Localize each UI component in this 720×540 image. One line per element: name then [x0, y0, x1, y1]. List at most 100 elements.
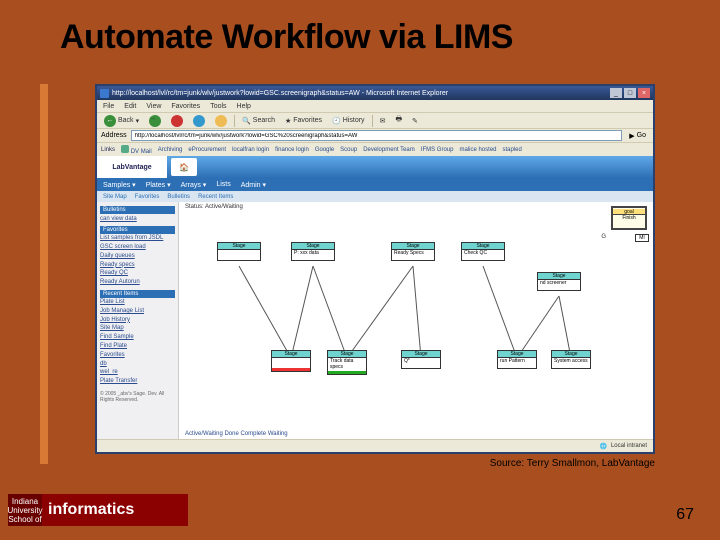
- app-home-button[interactable]: 🏠: [171, 158, 197, 176]
- toolbar: ←Back ▾ → 🔍Search ★Favorites 🕘History ✉ …: [97, 112, 653, 128]
- search-button[interactable]: 🔍Search: [239, 117, 278, 125]
- link-stapled[interactable]: stapled: [503, 147, 522, 153]
- window-title: http://localhost/lvl/rc/tm=junk/wlv/just…: [112, 90, 448, 97]
- accent-bar: [40, 84, 48, 464]
- stage-node[interactable]: StageSystem access: [551, 350, 591, 369]
- app-subnav: Site Map Favorites Bulletins Recent Item…: [97, 191, 653, 202]
- sidebar-link[interactable]: Daily queues: [100, 252, 175, 261]
- link-devteam[interactable]: Development Team: [363, 147, 415, 153]
- links-bar: Links DV Mail Archiving eProcurement loc…: [97, 142, 653, 156]
- link-archiving[interactable]: Archiving: [158, 147, 183, 153]
- sidebar-link[interactable]: wel_re: [100, 369, 175, 378]
- forward-button[interactable]: →: [146, 115, 164, 127]
- sidebar-link[interactable]: Site Map: [100, 325, 175, 334]
- sidebar-link[interactable]: Ready QC: [100, 270, 175, 279]
- app-logo: LabVantage: [97, 156, 167, 178]
- stage-node[interactable]: Stagend screener: [537, 272, 581, 291]
- ie-window: http://localhost/lvl/rc/tm=junk/wlv/just…: [95, 84, 655, 454]
- copyright: © 2005 _abv's Sage. Dev. All Rights Rese…: [100, 391, 175, 403]
- maximize-button[interactable]: □: [624, 88, 636, 98]
- subnav-favorites[interactable]: Favorites: [135, 194, 160, 200]
- menu-view[interactable]: View: [146, 103, 161, 110]
- link-google[interactable]: Google: [315, 147, 334, 153]
- source-caption: Source: Terry Smallmon, LabVantage: [95, 458, 655, 469]
- link-scoup[interactable]: Scoup: [340, 147, 357, 153]
- sidebar-link[interactable]: Ready specs: [100, 261, 175, 270]
- zone-label: Local intranet: [611, 443, 647, 449]
- menu-help[interactable]: Help: [237, 103, 251, 110]
- status-line: Status: Active/Waiting: [185, 204, 243, 210]
- menu-favorites[interactable]: Favorites: [171, 103, 200, 110]
- stage-node[interactable]: StageReady Specs: [391, 242, 435, 261]
- stage-node[interactable]: Stagerun Pattern: [497, 350, 537, 369]
- sidebar-recent-title: Recent Items: [100, 290, 175, 298]
- nav-admin[interactable]: Admin ▾: [241, 181, 266, 189]
- subnav-bulletins[interactable]: Bulletins: [167, 194, 190, 200]
- sidebar-link[interactable]: Job Manage List: [100, 307, 175, 316]
- refresh-button[interactable]: [190, 115, 208, 127]
- nav-plates[interactable]: Plates ▾: [146, 181, 171, 189]
- stage-node[interactable]: StageP: xxx data: [291, 242, 335, 261]
- link-ifms[interactable]: IFMS Group: [421, 147, 454, 153]
- address-label: Address: [101, 132, 127, 139]
- ie-statusbar: 🌐 Local intranet: [97, 439, 653, 452]
- canvas-footer-links[interactable]: Active/Waiting Done Complete Waiting: [185, 431, 288, 437]
- link-dvmail[interactable]: DV Mail: [121, 145, 152, 155]
- slide-title: Automate Workflow via LIMS: [60, 18, 690, 57]
- link-localfran[interactable]: localfran login: [232, 147, 269, 153]
- ie-icon: [100, 89, 109, 98]
- stage-node[interactable]: Stage: [271, 350, 311, 372]
- subnav-sitemap[interactable]: Site Map: [103, 194, 127, 200]
- menubar: File Edit View Favorites Tools Help: [97, 100, 653, 112]
- nav-samples[interactable]: Samples ▾: [103, 181, 136, 189]
- sidebar-link[interactable]: db: [100, 360, 175, 369]
- sidebar-link[interactable]: Plate Transfer: [100, 378, 175, 387]
- sidebar-link[interactable]: can view data: [100, 215, 175, 224]
- link-malice[interactable]: malice hosted: [459, 147, 496, 153]
- g-badge: G: [601, 234, 606, 240]
- page-number: 67: [676, 506, 694, 524]
- stage-node[interactable]: StageTrack data specs: [327, 350, 367, 375]
- sidebar: Bulletins can view data Favorites List s…: [97, 202, 179, 439]
- window-titlebar: http://localhost/lvl/rc/tm=junk/wlv/just…: [97, 86, 653, 100]
- mail-button[interactable]: ✉: [377, 117, 389, 125]
- go-button[interactable]: ▶Go: [626, 132, 649, 140]
- mi-badge: MI: [635, 234, 649, 242]
- sidebar-link[interactable]: Ready Autorun: [100, 279, 175, 288]
- favorites-button[interactable]: ★Favorites: [282, 117, 325, 125]
- sidebar-link[interactable]: Job History: [100, 316, 175, 325]
- menu-edit[interactable]: Edit: [124, 103, 136, 110]
- stage-node[interactable]: StageQ*: [401, 350, 441, 369]
- minimize-button[interactable]: _: [610, 88, 622, 98]
- nav-arrays[interactable]: Arrays ▾: [181, 181, 207, 189]
- links-label: Links: [101, 147, 115, 153]
- link-finance[interactable]: finance login: [275, 147, 309, 153]
- footer-logo: Indiana University School of informatics: [8, 494, 188, 526]
- sidebar-link[interactable]: Favorites: [100, 351, 175, 360]
- stage-node[interactable]: StageCheck QC: [461, 242, 505, 261]
- goal-box[interactable]: goal Finish: [611, 206, 647, 230]
- workflow-canvas: Status: Active/Waiting goal Finish G MI …: [179, 202, 653, 439]
- home-button[interactable]: [212, 115, 230, 127]
- sidebar-link[interactable]: Find Sample: [100, 334, 175, 343]
- sidebar-favorites-title: Favorites: [100, 226, 175, 234]
- subnav-recent[interactable]: Recent Items: [198, 194, 233, 200]
- menu-tools[interactable]: Tools: [210, 103, 226, 110]
- sidebar-link[interactable]: List samples from JSDL: [100, 235, 175, 244]
- menu-file[interactable]: File: [103, 103, 114, 110]
- sidebar-link[interactable]: Plate List: [100, 299, 175, 308]
- back-button[interactable]: ←Back ▾: [101, 115, 142, 127]
- link-eprocurement[interactable]: eProcurement: [188, 147, 226, 153]
- print-button[interactable]: 🖶: [392, 115, 405, 126]
- address-input[interactable]: [131, 130, 623, 141]
- informatics-label: informatics: [42, 501, 188, 519]
- nav-lists[interactable]: Lists: [216, 181, 230, 188]
- edit-button[interactable]: ✎: [409, 117, 421, 125]
- stage-node[interactable]: Stage: [217, 242, 261, 261]
- app-nav: Samples ▾ Plates ▾ Arrays ▾ Lists Admin …: [97, 178, 653, 191]
- close-button[interactable]: ×: [638, 88, 650, 98]
- stop-button[interactable]: [168, 115, 186, 127]
- sidebar-link[interactable]: GSC screen load: [100, 244, 175, 253]
- sidebar-link[interactable]: Find Plate: [100, 343, 175, 352]
- history-button[interactable]: 🕘History: [329, 117, 368, 125]
